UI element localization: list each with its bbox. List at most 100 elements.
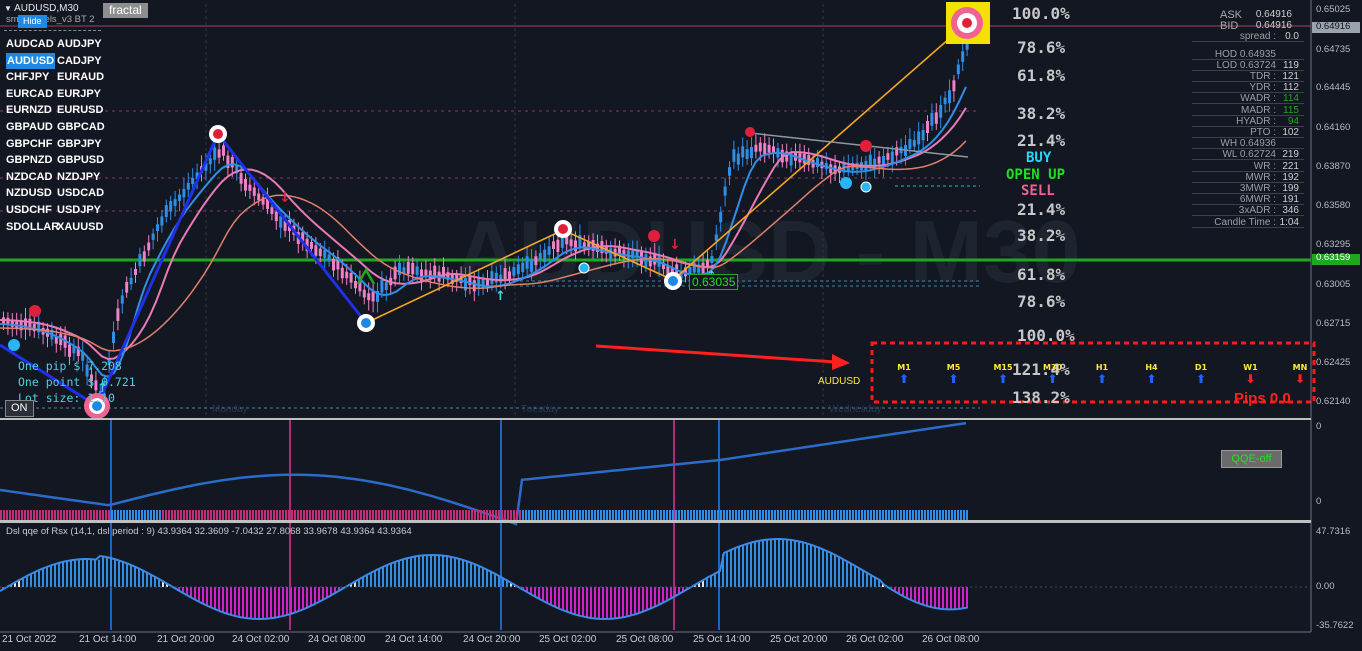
timeframe-label-d1: D1 bbox=[1194, 363, 1208, 372]
qqe-bar bbox=[634, 587, 636, 615]
symbol-button-nzdcad[interactable]: NZDCAD bbox=[6, 170, 53, 183]
qqe-bar bbox=[430, 555, 432, 587]
qqe-bar bbox=[566, 587, 568, 612]
price-tick: 0.62140 bbox=[1316, 396, 1351, 407]
qqe-bar bbox=[610, 587, 612, 619]
qqe-bar bbox=[62, 562, 64, 587]
strip-bar bbox=[264, 510, 266, 520]
stat-value: 199 bbox=[1282, 183, 1299, 194]
strip-bar bbox=[354, 510, 356, 520]
strip-bar bbox=[825, 510, 827, 520]
price-tick: 0.65025 bbox=[1316, 4, 1351, 15]
strip-bar bbox=[261, 510, 263, 520]
candle bbox=[882, 156, 885, 168]
qqe-bar bbox=[154, 576, 156, 587]
candle bbox=[631, 250, 635, 258]
strip-bar bbox=[207, 510, 209, 520]
qqe-bar bbox=[234, 587, 236, 616]
symbol-button-sdollar[interactable]: SDOLLAR bbox=[6, 220, 60, 233]
symbol-button-gbpnzd[interactable]: GBPNZD bbox=[6, 154, 53, 167]
symbol-button-eurcad[interactable]: EURCAD bbox=[6, 87, 54, 100]
on-button[interactable]: ON bbox=[5, 400, 34, 417]
symbol-button-eurusd[interactable]: EURUSD bbox=[57, 104, 104, 117]
symbol-button-nzdusd[interactable]: NZDUSD bbox=[6, 187, 52, 200]
candle bbox=[195, 172, 199, 180]
qqe-bar bbox=[494, 573, 496, 587]
sub1-histogram-strip bbox=[0, 510, 968, 520]
qqe-bar bbox=[626, 587, 628, 617]
strip-bar bbox=[438, 510, 440, 520]
price-tick: 0.64916 bbox=[1316, 21, 1351, 32]
symbol-button-gbpcad[interactable]: GBPCAD bbox=[57, 121, 105, 133]
symbol-button-gbpusd[interactable]: GBPUSD bbox=[57, 154, 105, 167]
candle bbox=[917, 131, 921, 145]
strip-bar bbox=[444, 510, 446, 520]
symbol-button-cadjpy[interactable]: CADJPY bbox=[57, 54, 102, 67]
symbol-button-euraud[interactable]: EURAUD bbox=[57, 71, 105, 84]
strip-bar bbox=[804, 510, 806, 520]
strip-bar bbox=[870, 510, 872, 520]
candle bbox=[688, 266, 692, 275]
strip-bar bbox=[759, 510, 761, 520]
candle bbox=[169, 201, 173, 212]
strip-bar bbox=[813, 510, 815, 520]
symbol-button-nzdjpy[interactable]: NZDJPY bbox=[57, 170, 101, 183]
strip-bar bbox=[783, 510, 785, 520]
strip-bar bbox=[471, 510, 473, 520]
symbol-button-eurjpy[interactable]: EURJPY bbox=[57, 87, 102, 100]
stat-value: 102 bbox=[1282, 127, 1299, 138]
qqe-bar bbox=[702, 580, 704, 587]
candle bbox=[912, 140, 916, 147]
symbol-button-gbpjpy[interactable]: GBPJPY bbox=[57, 137, 102, 150]
qqe-bar bbox=[382, 567, 384, 587]
qqe-bar bbox=[734, 548, 736, 587]
strip-bar bbox=[690, 510, 692, 520]
symbol-button-gbpaud[interactable]: GBPAUD bbox=[6, 121, 53, 133]
qqe-bar bbox=[914, 587, 916, 602]
price-tick: 0.63295 bbox=[1316, 239, 1351, 250]
symbol-button-usdcad[interactable]: USDCAD bbox=[57, 187, 105, 200]
panel-separator[interactable] bbox=[0, 520, 1311, 523]
strip-bar bbox=[873, 510, 875, 520]
candle bbox=[754, 144, 758, 152]
strip-bar bbox=[636, 510, 638, 520]
symbol-button-usdjpy[interactable]: USDJPY bbox=[57, 204, 102, 216]
panel-separator[interactable] bbox=[0, 418, 1311, 420]
symbol-button-gbpchf[interactable]: GBPCHF bbox=[6, 137, 53, 150]
strip-bar bbox=[741, 510, 743, 520]
candle bbox=[534, 256, 538, 266]
strip-bar bbox=[567, 510, 569, 520]
hide-button[interactable]: Hide bbox=[18, 15, 47, 28]
candle bbox=[24, 318, 27, 329]
strip-bar bbox=[75, 510, 77, 520]
symbol-button-audusd[interactable]: AUDUSD bbox=[6, 52, 56, 70]
qqe-bar bbox=[570, 587, 572, 613]
fractal-button[interactable]: fractal bbox=[103, 3, 148, 18]
symbol-button-usdchf[interactable]: USDCHF bbox=[6, 204, 52, 216]
qqe-bar bbox=[682, 587, 684, 593]
candle bbox=[107, 358, 111, 365]
fib-level-label: 21.4% bbox=[1017, 131, 1066, 150]
qqe-bar bbox=[818, 547, 820, 587]
symbol-button-chfjpy[interactable]: CHFJPY bbox=[6, 71, 50, 84]
qqe-bar bbox=[770, 539, 772, 587]
qqe-bar bbox=[598, 587, 600, 619]
stat-value: 192 bbox=[1282, 171, 1299, 183]
strip-bar bbox=[327, 510, 329, 520]
time-tick: 24 Oct 20:00 bbox=[463, 634, 521, 645]
qqe-bar bbox=[22, 578, 24, 587]
stat-label: Candle Time : bbox=[1214, 216, 1276, 228]
strip-bar bbox=[54, 510, 56, 520]
symbol-button-audjpy[interactable]: AUDJPY bbox=[57, 38, 102, 50]
candle bbox=[310, 242, 313, 249]
qqe-bar bbox=[218, 587, 220, 611]
qqe-bar bbox=[642, 587, 644, 612]
qqe-toggle-button[interactable]: QQE-off bbox=[1221, 450, 1282, 468]
symbol-button-audcad[interactable]: AUDCAD bbox=[6, 38, 54, 50]
strip-bar bbox=[810, 510, 812, 520]
qqe-bar bbox=[414, 556, 416, 587]
symbol-button-xauusd[interactable]: XAUUSD bbox=[57, 220, 104, 233]
symbol-button-eurnzd[interactable]: EURNZD bbox=[6, 104, 52, 117]
qqe-bar bbox=[654, 587, 656, 608]
